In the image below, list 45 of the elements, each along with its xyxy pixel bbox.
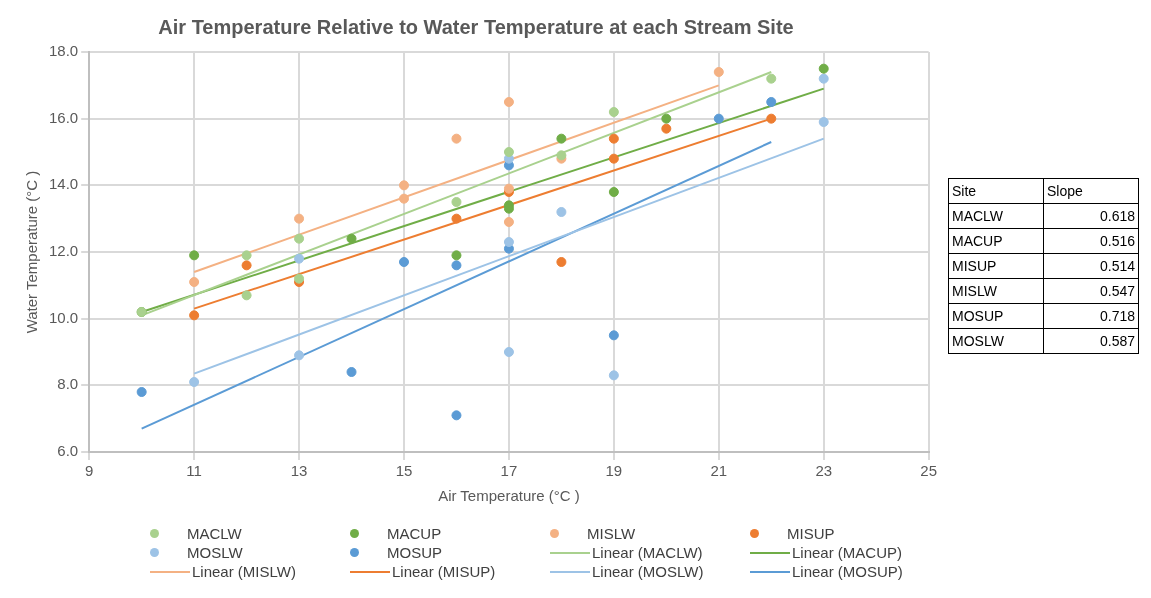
legend-label: MOSLW [187, 544, 243, 561]
legend-label: Linear (MISUP) [392, 563, 496, 580]
category-label: MOSUP [948, 303, 1044, 329]
legend-label: Linear (MOSLW) [592, 563, 704, 580]
y-tick-label: 14.0 [48, 175, 79, 193]
x-tick-label: 9 [85, 462, 94, 480]
data-label: 0.718 [1043, 303, 1139, 329]
text: Slope [1043, 178, 1139, 204]
legend-label: Linear (MACUP) [792, 544, 903, 561]
y-tick-label: 10.0 [48, 308, 79, 326]
data-label: 0.618 [1043, 203, 1139, 229]
legend-label: MACUP [387, 525, 442, 542]
legend-label: MISUP [787, 525, 835, 542]
category-label: MISLW [948, 278, 1044, 304]
x-tick-label: 15 [395, 462, 413, 480]
x-tick-label: 11 [186, 462, 202, 480]
legend-label: MOSUP [387, 544, 443, 561]
y-tick-label: 18.0 [48, 42, 79, 60]
x-tick-label: 23 [815, 462, 833, 480]
category-label: MOSLW [948, 328, 1044, 354]
legend-label: MISLW [587, 525, 636, 542]
x-tick-label: 21 [710, 462, 728, 480]
data-label: 0.514 [1043, 253, 1139, 279]
data-label: 0.516 [1043, 228, 1139, 254]
data-label: 0.547 [1043, 278, 1139, 304]
category-label: MACUP [948, 228, 1044, 254]
legend-label: Linear (MOSUP) [792, 563, 903, 580]
x-tick-label: 13 [290, 462, 308, 480]
y-tick-label: 8.0 [57, 375, 79, 393]
category-label: MISUP [948, 253, 1044, 279]
x-tick-label: 25 [920, 462, 937, 480]
y-axis-title: Water Temperature (°C ) [23, 170, 41, 334]
text: Site [948, 178, 1044, 204]
x-tick-label: 19 [605, 462, 623, 480]
x-tick-label: 17 [500, 462, 518, 480]
legend-label: Linear (MISLW) [192, 563, 296, 580]
legend-label: Linear (MACLW) [592, 544, 703, 561]
category-label: MACLW [948, 203, 1044, 229]
y-tick-label: 12.0 [48, 242, 79, 260]
chart-title: Air Temperature Relative to Water Temperature at each Stream Site [158, 15, 794, 38]
x-axis-title: Air Temperature (°C ) [438, 487, 580, 505]
y-tick-label: 16.0 [48, 108, 79, 126]
y-tick-label: 6.0 [57, 442, 79, 460]
data-label: 0.587 [1043, 328, 1139, 354]
legend-label: MACLW [187, 525, 242, 542]
